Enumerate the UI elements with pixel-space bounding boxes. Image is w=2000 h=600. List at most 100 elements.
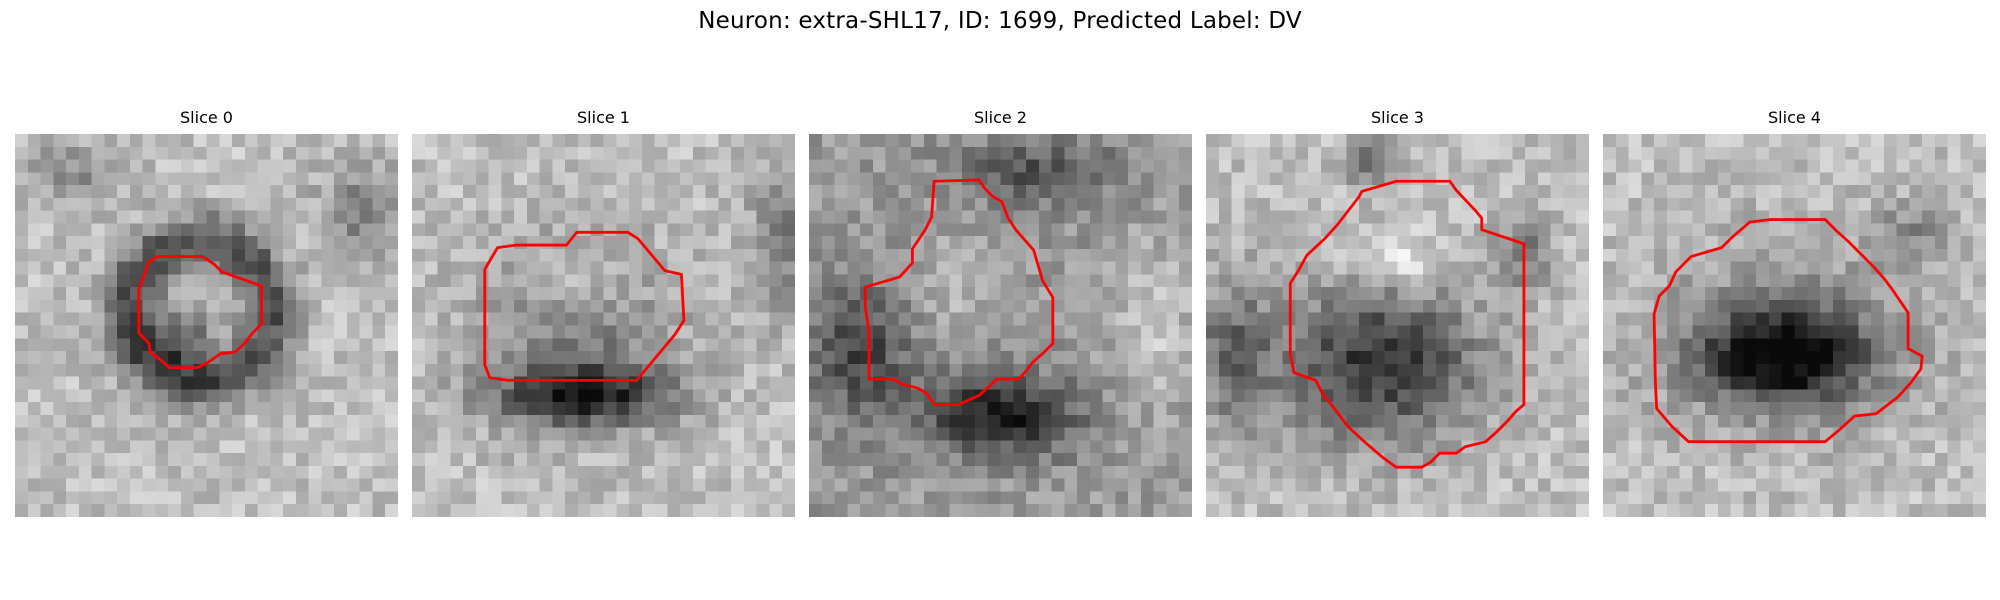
pixel [1153, 223, 1167, 237]
pixel [1102, 248, 1116, 262]
pixel [1166, 299, 1180, 313]
pixel [66, 389, 80, 403]
pixel [1717, 389, 1731, 403]
pixel [1512, 312, 1526, 326]
pixel [847, 299, 861, 313]
pixel [1013, 427, 1027, 441]
pixel [1064, 325, 1078, 339]
pixel [219, 402, 233, 416]
pixel [1563, 261, 1577, 275]
pixel [1820, 453, 1834, 467]
pixel [1140, 338, 1154, 352]
pixel [1435, 351, 1449, 365]
pixel [974, 351, 988, 365]
pixel [692, 414, 706, 428]
pixel [424, 376, 438, 390]
pixel [1282, 427, 1296, 441]
pixel [1973, 402, 1986, 416]
pixel [1512, 414, 1526, 428]
pixel [424, 197, 438, 211]
pixel [1705, 440, 1719, 454]
pixel [1166, 453, 1180, 467]
pixel [847, 440, 861, 454]
pixel [1257, 134, 1271, 148]
pixel [911, 491, 925, 505]
pixel [756, 440, 770, 454]
pixel [987, 134, 1001, 148]
pixel [1832, 402, 1846, 416]
pixel [821, 274, 835, 288]
pixel [1333, 338, 1347, 352]
pixel [1423, 299, 1437, 313]
pixel [885, 172, 899, 186]
pixel [117, 338, 131, 352]
pixel [1206, 440, 1220, 454]
pixel [270, 402, 284, 416]
pixel [1346, 210, 1360, 224]
pixel [565, 338, 579, 352]
pixel [1973, 414, 1986, 428]
pixel [1499, 402, 1513, 416]
pixel [463, 504, 477, 517]
pixel [475, 491, 489, 505]
pixel [1089, 491, 1103, 505]
pixel [1743, 440, 1757, 454]
pixel [860, 325, 874, 339]
pixel [936, 172, 950, 186]
pixel [860, 197, 874, 211]
pixel [1128, 172, 1142, 186]
pixel [475, 440, 489, 454]
pixel [577, 274, 591, 288]
slice-title: Slice 2 [974, 108, 1027, 127]
pixel [821, 465, 835, 479]
pixel [539, 274, 553, 288]
pixel [1756, 185, 1770, 199]
pixel [692, 185, 706, 199]
pixel [257, 274, 271, 288]
pixel [117, 389, 131, 403]
pixel [898, 478, 912, 492]
pixel [1960, 134, 1974, 148]
pixel [1397, 223, 1411, 237]
pixel [1218, 491, 1232, 505]
pixel [1692, 197, 1706, 211]
pixel [769, 185, 783, 199]
pixel [155, 504, 169, 517]
pixel [1153, 325, 1167, 339]
pixel [1308, 197, 1322, 211]
pixel [66, 478, 80, 492]
pixel [1359, 338, 1373, 352]
pixel [359, 414, 373, 428]
pixel [372, 312, 386, 326]
pixel [539, 248, 553, 262]
pixel [718, 389, 732, 403]
pixel [308, 351, 322, 365]
pixel [616, 351, 630, 365]
pixel [1089, 299, 1103, 313]
pixel [27, 312, 41, 326]
pixel [1410, 440, 1424, 454]
pixel [1845, 427, 1859, 441]
pixel [372, 465, 386, 479]
pixel [1820, 159, 1834, 173]
pixel [1743, 185, 1757, 199]
pixel [692, 465, 706, 479]
pixel [1140, 223, 1154, 237]
pixel [1654, 427, 1668, 441]
pixel [743, 363, 757, 377]
pixel [1934, 312, 1948, 326]
pixel [334, 146, 348, 160]
pixel [809, 453, 823, 467]
pixel [782, 465, 795, 479]
pixel [1717, 223, 1731, 237]
pixel [1603, 210, 1617, 224]
pixel [847, 414, 861, 428]
pixel [1013, 197, 1027, 211]
pixel [1166, 210, 1180, 224]
pixel [1525, 465, 1539, 479]
pixel [1140, 299, 1154, 313]
pixel [718, 465, 732, 479]
pixel [1603, 261, 1617, 275]
pixel [1257, 478, 1271, 492]
pixel [1051, 478, 1065, 492]
